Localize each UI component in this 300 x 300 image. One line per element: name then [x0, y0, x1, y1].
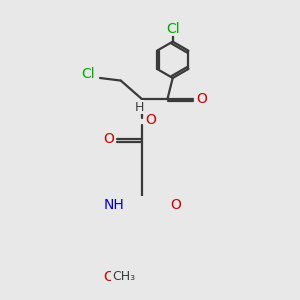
- Text: O: O: [104, 270, 115, 283]
- Text: NH: NH: [104, 198, 125, 212]
- Text: Cl: Cl: [166, 22, 179, 36]
- Text: CH₃: CH₃: [112, 270, 135, 283]
- Text: O: O: [170, 198, 181, 212]
- Text: O: O: [145, 112, 156, 127]
- Text: H: H: [134, 101, 144, 114]
- Text: O: O: [196, 92, 207, 106]
- Text: Cl: Cl: [82, 67, 95, 81]
- Text: O: O: [104, 132, 115, 146]
